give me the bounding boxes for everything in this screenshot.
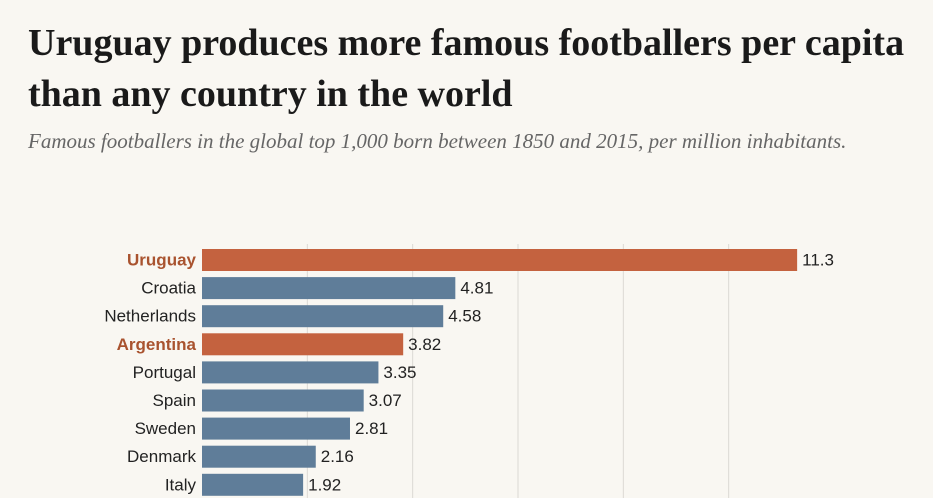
category-label: Netherlands <box>104 307 196 326</box>
bar <box>202 473 304 496</box>
category-label: Denmark <box>127 447 196 466</box>
chart-title: Uruguay produces more famous footballers… <box>28 22 905 115</box>
category-label: Uruguay <box>127 250 197 269</box>
bar <box>202 277 456 300</box>
bar <box>202 305 444 328</box>
bar <box>202 333 404 356</box>
value-label: 2.16 <box>321 447 354 466</box>
bar <box>202 361 379 384</box>
category-label: Portugal <box>133 363 196 382</box>
bar <box>202 249 798 271</box>
value-label: 3.82 <box>408 335 441 354</box>
value-label: 4.81 <box>460 279 493 298</box>
value-label: 11.3 <box>802 250 834 269</box>
category-label: Sweden <box>135 419 196 438</box>
value-label: 3.35 <box>383 363 416 382</box>
bar <box>202 417 350 440</box>
category-label: Croatia <box>141 279 196 298</box>
value-label: 2.81 <box>355 419 388 438</box>
bar <box>202 445 316 468</box>
category-label: Spain <box>153 391 196 410</box>
value-label: 4.58 <box>448 307 481 326</box>
category-label: Argentina <box>117 335 197 354</box>
category-label: Italy <box>165 475 197 494</box>
chart-subtitle: Famous footballers in the global top 1,0… <box>28 129 847 153</box>
bar <box>202 389 364 412</box>
value-label: 3.07 <box>369 391 402 410</box>
value-label: 1.92 <box>308 475 341 494</box>
